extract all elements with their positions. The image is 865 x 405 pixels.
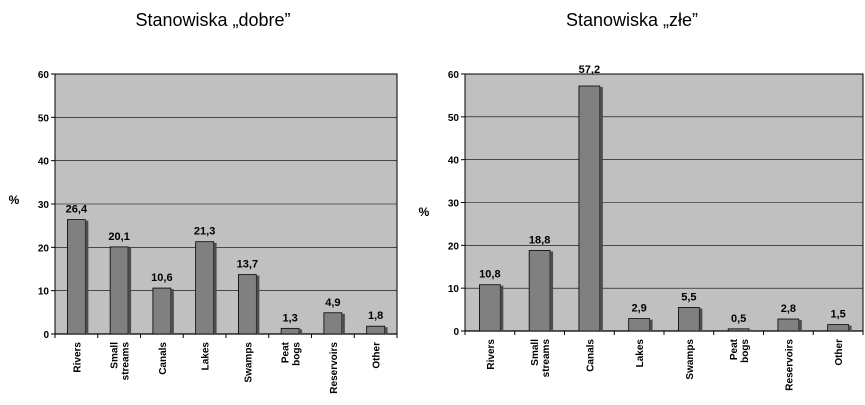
data-label-zle: 1,5 xyxy=(830,309,845,321)
bar-dobre xyxy=(366,325,386,335)
data-label-zle: 2,8 xyxy=(781,303,796,315)
bar-side-dobre xyxy=(213,242,217,334)
bar-side-zle xyxy=(848,325,852,331)
bar-dobre xyxy=(109,246,129,335)
bar-zle xyxy=(528,250,551,332)
y-tick-label-zle: 20 xyxy=(448,241,460,252)
data-label-dobre: 21,3 xyxy=(194,226,215,238)
y-tick-label-dobre: 60 xyxy=(38,70,50,81)
bar-zle xyxy=(479,284,501,332)
bar-dobre xyxy=(152,287,172,335)
category-label-zle: Reservoirs xyxy=(784,339,795,391)
chart-title-zle: Stanowiska „złe” xyxy=(566,10,698,30)
bar-zle xyxy=(777,318,800,332)
category-label-line: Small xyxy=(110,342,121,369)
y-tick-label-dobre: 40 xyxy=(38,157,50,168)
category-label-dobre: Smallstreams xyxy=(110,342,132,381)
y-tick-label-zle: 10 xyxy=(448,284,460,295)
category-label-dobre: Lakes xyxy=(201,342,212,371)
bar-side-dobre xyxy=(384,327,388,334)
bar-dobre xyxy=(195,241,215,335)
bar-zle xyxy=(827,324,849,332)
category-label-line: Small xyxy=(530,339,541,366)
category-label-zle: Rivers xyxy=(486,339,497,370)
bar-side-zle xyxy=(699,308,703,331)
data-label-zle: 10,8 xyxy=(479,269,500,281)
y-axis-label-zle: % xyxy=(419,205,430,219)
bar-side-zle xyxy=(649,319,653,331)
y-tick-label-dobre: 0 xyxy=(43,330,49,341)
data-label-dobre: 13,7 xyxy=(237,259,258,271)
category-label-dobre: Rivers xyxy=(72,342,83,373)
y-tick-label-zle: 40 xyxy=(448,156,460,167)
bar-side-dobre xyxy=(341,313,345,334)
category-label-zle: Smallstreams xyxy=(530,339,552,378)
category-label-line: bogs xyxy=(292,342,303,366)
y-tick-label-zle: 50 xyxy=(448,113,460,124)
data-label-zle: 18,8 xyxy=(529,234,550,246)
y-tick-label-dobre: 30 xyxy=(38,200,50,211)
chart-dobre: Stanowiska „dobre” % 0 10 20 30 40 50 60 26,4 Ri… xyxy=(9,10,398,394)
bar-dobre xyxy=(323,312,343,335)
category-label-line: streams xyxy=(121,342,132,381)
y-tick-label-zle: 30 xyxy=(448,199,460,210)
category-label-zle: Lakes xyxy=(635,339,646,368)
bar-dobre xyxy=(280,327,300,335)
data-label-zle: 2,9 xyxy=(631,303,646,315)
bar-side-zle xyxy=(550,251,554,331)
category-label-line: Peat xyxy=(729,338,740,360)
category-label-dobre: Canals xyxy=(158,342,169,375)
bar-side-zle xyxy=(599,86,603,331)
data-label-dobre: 4,9 xyxy=(325,297,340,309)
chart-title-dobre: Stanowiska „dobre” xyxy=(135,10,290,30)
bar-zle xyxy=(678,307,700,332)
bar-dobre xyxy=(237,274,257,335)
data-label-dobre: 1,8 xyxy=(368,310,383,322)
category-label-line: bogs xyxy=(740,339,751,363)
y-tick-label-zle: 60 xyxy=(448,70,460,81)
data-label-zle: 57,2 xyxy=(579,64,600,76)
data-label-dobre: 1,3 xyxy=(282,312,297,324)
category-label-dobre: Other xyxy=(372,342,383,369)
bar-side-zle xyxy=(749,329,753,331)
category-label-line: streams xyxy=(541,339,552,378)
category-label-zle: Swamps xyxy=(685,339,696,380)
y-tick-label-dobre: 50 xyxy=(38,113,50,124)
data-label-zle: 5,5 xyxy=(681,291,696,303)
bar-zle xyxy=(578,85,601,332)
bar-side-zle xyxy=(500,285,504,331)
bar-zle xyxy=(628,318,650,332)
data-label-zle: 0,5 xyxy=(731,313,746,325)
category-label-dobre: Peatbogs xyxy=(281,341,303,366)
bar-side-zle xyxy=(798,320,802,331)
bar-zle xyxy=(727,328,750,332)
category-label-line: Peat xyxy=(281,341,292,363)
data-label-dobre: 20,1 xyxy=(108,231,129,243)
bar-side-dobre xyxy=(85,220,89,334)
data-label-dobre: 26,4 xyxy=(66,204,88,216)
bar-dobre xyxy=(66,219,86,335)
bar-side-dobre xyxy=(299,329,303,334)
y-axis-label-dobre: % xyxy=(9,193,20,207)
bar-side-dobre xyxy=(170,289,174,334)
bar-side-dobre xyxy=(128,247,132,334)
bar-side-dobre xyxy=(256,275,260,334)
category-label-zle: Canals xyxy=(585,339,596,372)
category-label-dobre: Reservoirs xyxy=(329,342,340,394)
category-label-zle: Peatbogs xyxy=(729,338,751,363)
y-tick-label-zle: 0 xyxy=(453,327,459,338)
data-label-dobre: 10,6 xyxy=(151,272,172,284)
category-label-zle: Other xyxy=(834,339,845,366)
chart-zle: Stanowiska „złe” % 0 10 20 30 40 50 60 10,8 Rive… xyxy=(419,10,864,391)
category-label-dobre: Swamps xyxy=(243,342,254,383)
y-tick-label-dobre: 20 xyxy=(38,243,50,254)
y-tick-label-dobre: 10 xyxy=(38,287,50,298)
